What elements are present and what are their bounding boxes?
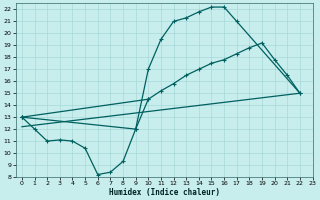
X-axis label: Humidex (Indice chaleur): Humidex (Indice chaleur) <box>108 188 220 197</box>
